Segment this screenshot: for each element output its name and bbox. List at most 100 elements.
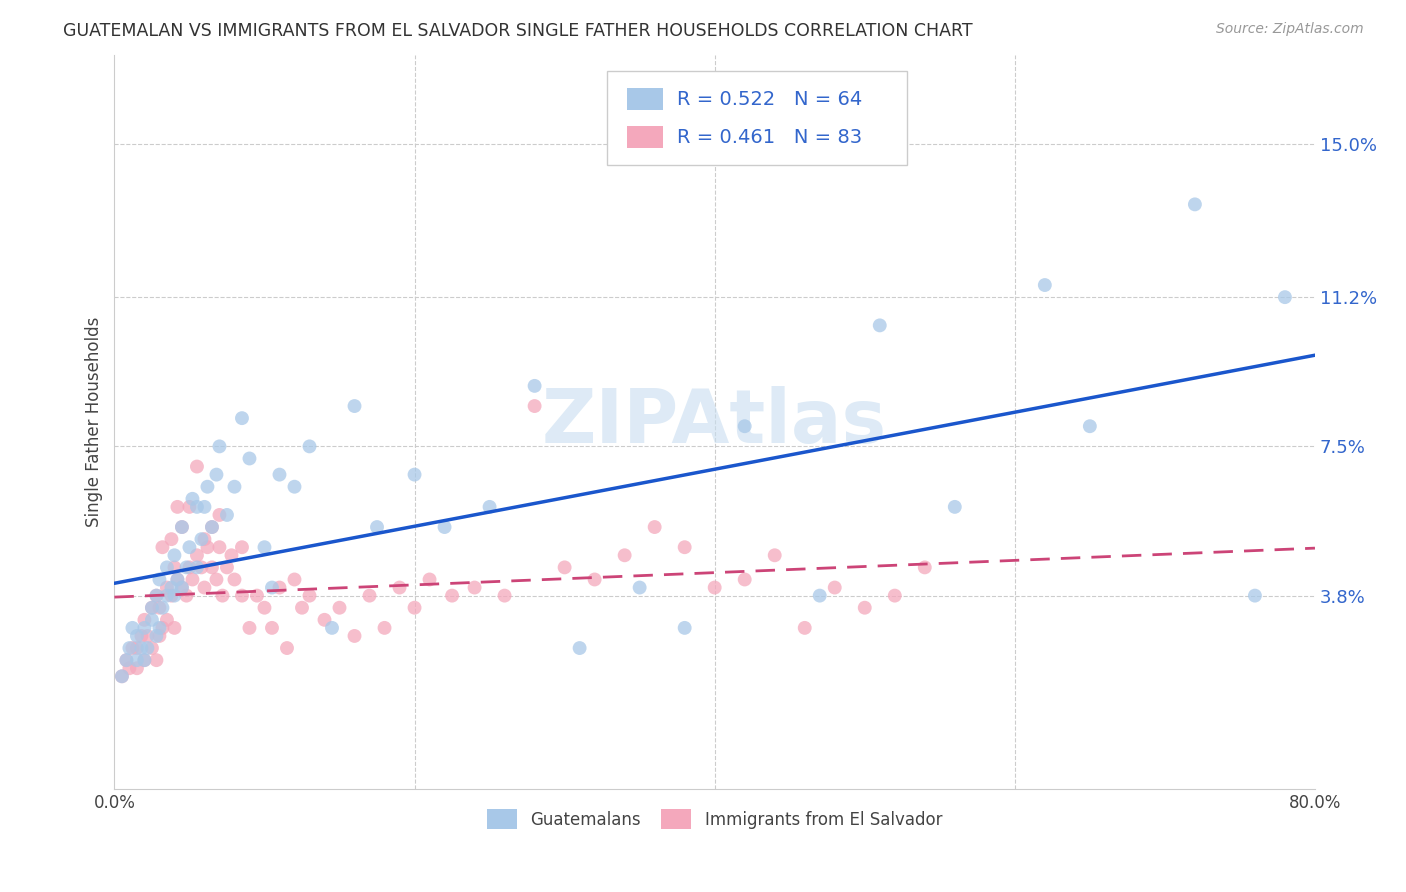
- Point: [869, 318, 891, 333]
- Point: [179, 540, 201, 554]
- Point: [163, 589, 186, 603]
- Point: [283, 480, 305, 494]
- Point: [763, 549, 786, 563]
- Point: [186, 459, 208, 474]
- Point: [134, 653, 156, 667]
- Point: [883, 589, 905, 603]
- Point: [201, 560, 224, 574]
- Point: [141, 613, 163, 627]
- Point: [156, 613, 179, 627]
- Point: [166, 573, 188, 587]
- Point: [205, 573, 228, 587]
- Point: [156, 589, 179, 603]
- Point: [298, 439, 321, 453]
- Point: [494, 589, 516, 603]
- Point: [644, 520, 666, 534]
- Point: [260, 581, 283, 595]
- Point: [269, 581, 291, 595]
- Point: [231, 589, 253, 603]
- Point: [208, 508, 231, 522]
- Point: [253, 540, 276, 554]
- Point: [373, 621, 395, 635]
- Point: [156, 581, 179, 595]
- Point: [111, 669, 134, 683]
- Point: [613, 549, 636, 563]
- Point: [163, 621, 186, 635]
- Point: [131, 629, 153, 643]
- Y-axis label: Single Father Households: Single Father Households: [86, 317, 103, 527]
- Point: [404, 467, 426, 482]
- Point: [583, 573, 606, 587]
- Point: [314, 613, 336, 627]
- Point: [170, 520, 193, 534]
- Point: [1078, 419, 1101, 434]
- Point: [176, 589, 198, 603]
- Point: [523, 399, 546, 413]
- Point: [179, 500, 201, 514]
- Point: [193, 532, 215, 546]
- Point: [145, 589, 167, 603]
- Point: [148, 621, 170, 635]
- Point: [260, 621, 283, 635]
- Point: [148, 573, 170, 587]
- Point: [215, 560, 238, 574]
- Point: [464, 581, 486, 595]
- Point: [433, 520, 456, 534]
- Point: [186, 500, 208, 514]
- Point: [321, 621, 343, 635]
- Point: [224, 573, 246, 587]
- Point: [193, 500, 215, 514]
- Point: [163, 560, 186, 574]
- Point: [568, 641, 591, 656]
- Point: [115, 653, 138, 667]
- Point: [115, 653, 138, 667]
- Point: [211, 589, 233, 603]
- Point: [1184, 197, 1206, 211]
- Point: [148, 629, 170, 643]
- Point: [145, 589, 167, 603]
- Text: GUATEMALAN VS IMMIGRANTS FROM EL SALVADOR SINGLE FATHER HOUSEHOLDS CORRELATION C: GUATEMALAN VS IMMIGRANTS FROM EL SALVADO…: [63, 22, 973, 40]
- Point: [166, 500, 188, 514]
- Point: [238, 451, 260, 466]
- FancyBboxPatch shape: [627, 88, 664, 111]
- Point: [156, 560, 179, 574]
- Point: [190, 532, 212, 546]
- Point: [291, 600, 314, 615]
- Point: [359, 589, 381, 603]
- Point: [141, 600, 163, 615]
- Point: [231, 411, 253, 425]
- Point: [141, 600, 163, 615]
- Point: [134, 653, 156, 667]
- Point: [793, 621, 815, 635]
- Point: [148, 600, 170, 615]
- Point: [943, 500, 966, 514]
- Point: [673, 621, 696, 635]
- Point: [176, 560, 198, 574]
- Point: [160, 589, 183, 603]
- Point: [328, 600, 350, 615]
- Point: [118, 641, 141, 656]
- Point: [136, 641, 159, 656]
- Point: [170, 520, 193, 534]
- Point: [201, 520, 224, 534]
- Point: [118, 661, 141, 675]
- Point: [141, 641, 163, 656]
- Point: [914, 560, 936, 574]
- Point: [152, 600, 174, 615]
- Point: [343, 399, 366, 413]
- Point: [197, 540, 219, 554]
- Point: [152, 621, 174, 635]
- Point: [193, 581, 215, 595]
- Point: [160, 532, 183, 546]
- Text: R = 0.522   N = 64: R = 0.522 N = 64: [678, 90, 863, 109]
- Point: [215, 508, 238, 522]
- Text: Source: ZipAtlas.com: Source: ZipAtlas.com: [1216, 22, 1364, 37]
- Point: [201, 520, 224, 534]
- Point: [197, 480, 219, 494]
- Text: R = 0.461   N = 83: R = 0.461 N = 83: [678, 128, 863, 147]
- Point: [238, 621, 260, 635]
- Point: [283, 573, 305, 587]
- Point: [419, 573, 441, 587]
- Point: [808, 589, 831, 603]
- Point: [404, 600, 426, 615]
